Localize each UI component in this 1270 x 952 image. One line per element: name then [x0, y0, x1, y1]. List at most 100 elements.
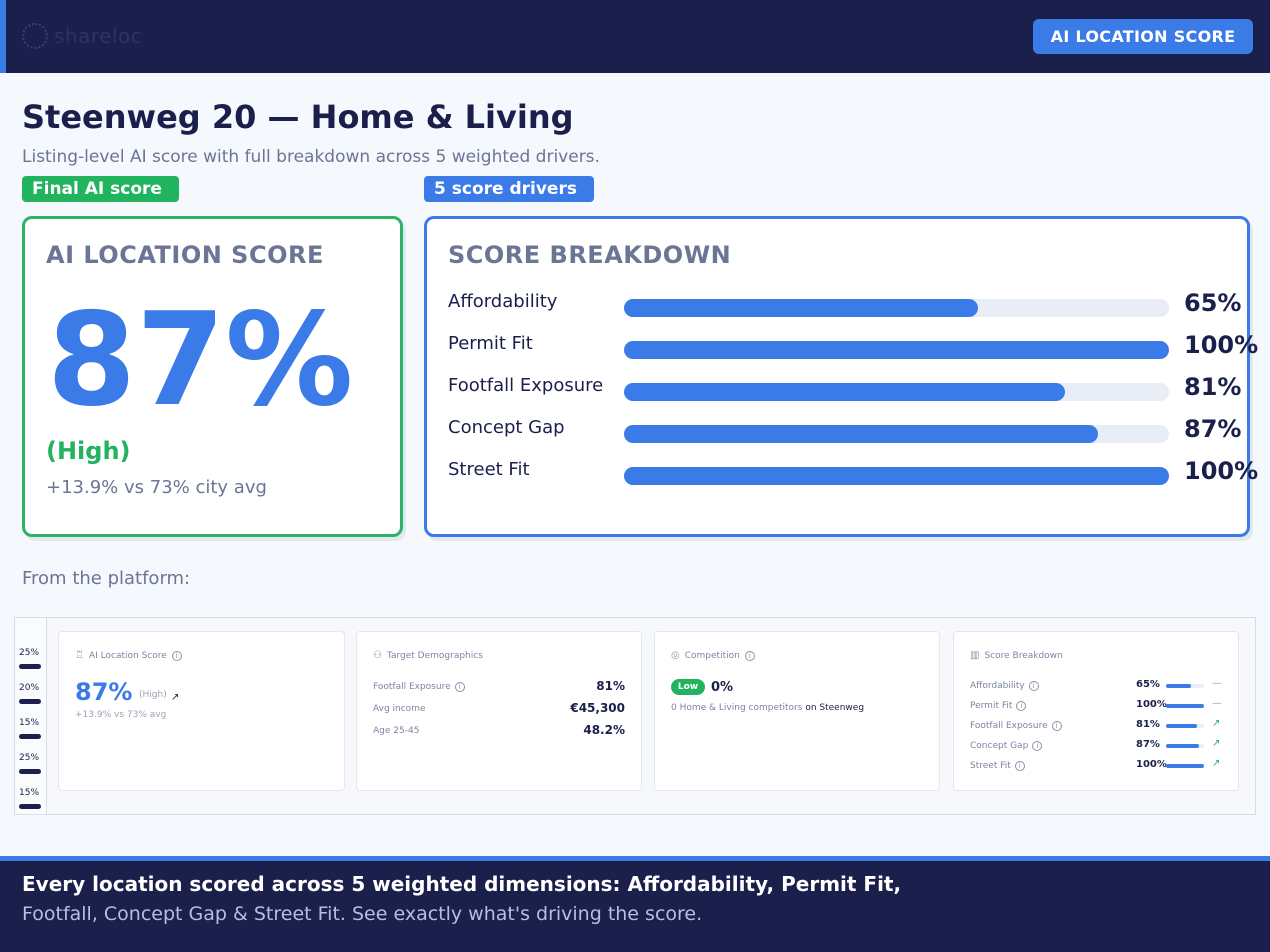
sidebar-item[interactable]: 15%: [19, 788, 43, 809]
driver-label: Affordability: [448, 291, 558, 312]
brand-name: shareloc: [54, 24, 143, 48]
mini-card-header: ♖ AI Location Score i: [75, 650, 182, 661]
breakdown-label: Street Fit: [970, 761, 1011, 771]
mini-competition-card[interactable]: ◎ Competition i Low 0% 0 Home & Living c…: [654, 631, 940, 791]
driver-value: 81%: [1184, 373, 1242, 401]
platform-label: From the platform:: [22, 568, 191, 589]
driver-row-affordability: Affordability 65%: [448, 289, 1268, 321]
driver-bar-fill: [624, 467, 1169, 485]
trend-flat-icon: —: [1212, 678, 1222, 689]
mini-card-header: ▥ Score Breakdown: [970, 650, 1063, 661]
driver-bar-track: [624, 425, 1169, 443]
info-icon[interactable]: i: [1032, 741, 1043, 751]
demographic-label: Age 25-45: [373, 726, 420, 736]
driver-bar-track: [624, 341, 1169, 359]
mini-breakdown-card[interactable]: ▥ Score Breakdown Affordability i 65% — …: [953, 631, 1239, 791]
driver-bar-track: [624, 383, 1169, 401]
page-subtitle: Listing-level AI score with full breakdo…: [22, 147, 600, 167]
driver-value: 65%: [1184, 289, 1242, 317]
driver-label: Concept Gap: [448, 417, 565, 438]
breakdown-row: Concept Gap i 87% ↗: [970, 738, 1225, 753]
driver-bar-fill: [624, 383, 1066, 401]
driver-bar-fill: [624, 341, 1169, 359]
trend-flat-icon: —: [1212, 698, 1222, 709]
demographic-row: Avg income €45,300: [373, 701, 625, 717]
mini-demographics-card[interactable]: ⚇ Target Demographics Footfall Exposure …: [356, 631, 642, 791]
competition-text: 0 Home & Living competitors on Steenweg: [671, 703, 864, 713]
breakdown-value: 100%: [1136, 759, 1167, 770]
sidebar-item[interactable]: 25%: [19, 648, 43, 669]
sidebar-item-bar: [19, 699, 41, 704]
mini-card-header: ⚇ Target Demographics: [373, 650, 483, 661]
breakdown-label: Concept Gap: [970, 741, 1029, 751]
sidebar-item-bar: [19, 664, 41, 669]
mini-score-level: (High): [139, 690, 167, 700]
driver-row-concept-gap: Concept Gap 87%: [448, 415, 1268, 447]
bar-chart-icon: ▥: [970, 650, 980, 661]
footer-subline: Footfall, Concept Gap & Street Fit. See …: [22, 903, 703, 925]
driver-label: Footfall Exposure: [448, 375, 604, 396]
ai-location-score-card: AI LOCATION SCORE 87% (High) +13.9% vs 7…: [22, 216, 403, 537]
brand-logo-icon: [22, 23, 48, 49]
mini-card-title: Target Demographics: [386, 650, 483, 661]
breakdown-bar-fill: [1166, 764, 1204, 768]
demographic-label: Avg income: [373, 704, 426, 714]
score-delta: +13.9% vs 73% city avg: [46, 477, 267, 498]
footer-accent: [0, 856, 1270, 861]
info-icon[interactable]: i: [454, 682, 465, 692]
mini-card-header: ◎ Competition i: [671, 650, 755, 661]
trend-up-icon: ↗: [1212, 718, 1221, 729]
sidebar-item-bar: [19, 804, 41, 809]
driver-value: 87%: [1184, 415, 1242, 443]
driver-row-street-fit: Street Fit 100%: [448, 457, 1268, 489]
sidebar-item-pct: 15%: [19, 788, 40, 798]
breakdown-value: 81%: [1136, 719, 1160, 730]
footer-headline: Every location scored across 5 weighted …: [22, 872, 902, 896]
sidebar-item[interactable]: 20%: [19, 683, 43, 704]
breakdown-row: Street Fit i 100% ↗: [970, 758, 1225, 773]
info-icon[interactable]: i: [1028, 681, 1039, 691]
demographic-row: Age 25-45 48.2%: [373, 723, 625, 739]
mini-card-title: Score Breakdown: [984, 650, 1063, 661]
demographic-value: €45,300: [570, 701, 625, 715]
score-card-heading: AI LOCATION SCORE: [46, 241, 324, 269]
driver-bar-fill: [624, 299, 979, 317]
breakdown-bar-track: [1166, 684, 1204, 688]
trend-up-icon: ↗: [1212, 738, 1221, 749]
breakdown-bar-fill: [1166, 744, 1200, 748]
trend-up-icon: ↗: [171, 692, 180, 703]
breakdown-bar-fill: [1166, 704, 1204, 708]
sidebar-item-pct: 20%: [19, 683, 40, 693]
breakdown-bar-fill: [1166, 684, 1191, 688]
mini-card-title: AI Location Score: [88, 650, 167, 661]
breakdown-bar-fill: [1166, 724, 1197, 728]
sidebar-item[interactable]: 25%: [19, 753, 43, 774]
breakdown-bar-track: [1166, 764, 1204, 768]
sidebar-item-bar: [19, 769, 41, 774]
breakdown-label: Footfall Exposure: [970, 721, 1048, 731]
driver-label: Permit Fit: [448, 333, 533, 354]
mini-ai-score-card[interactable]: ♖ AI Location Score i 87% (High) ↗ +13.9…: [58, 631, 345, 791]
trophy-icon: ♖: [75, 650, 84, 661]
info-icon[interactable]: i: [744, 650, 755, 661]
info-icon[interactable]: i: [1051, 721, 1062, 731]
driver-bar-track: [624, 299, 1169, 317]
driver-row-permit-fit: Permit Fit 100%: [448, 331, 1268, 363]
breakdown-bar-track: [1166, 744, 1204, 748]
mini-score-delta: +13.9% vs 73% avg: [75, 710, 167, 720]
driver-bar-fill: [624, 425, 1099, 443]
score-value: 87%: [47, 286, 354, 435]
driver-value: 100%: [1184, 331, 1259, 359]
top-bar-accent: [0, 0, 6, 73]
info-icon[interactable]: i: [1014, 761, 1025, 771]
info-icon[interactable]: i: [171, 650, 182, 661]
info-icon[interactable]: i: [1016, 701, 1027, 711]
demographic-row: Footfall Exposure i 81%: [373, 679, 625, 695]
sidebar-item[interactable]: 15%: [19, 718, 43, 739]
competition-street: on Steenweg: [805, 703, 865, 713]
sidebar-item-pct: 15%: [19, 718, 40, 728]
brand[interactable]: shareloc: [22, 23, 142, 49]
breakdown-bar-track: [1166, 704, 1204, 708]
mini-card-title: Competition: [684, 650, 740, 661]
score-level: (High): [46, 437, 131, 465]
